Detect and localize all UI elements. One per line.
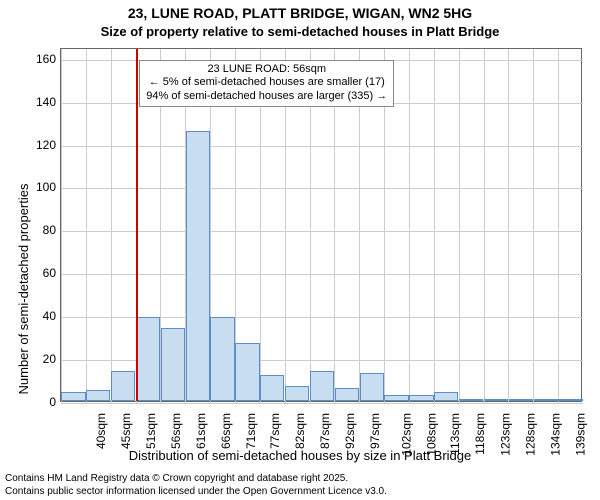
x-tick-label: 45sqm: [119, 413, 133, 449]
histogram-bar: [459, 399, 483, 401]
histogram-bar: [558, 399, 582, 401]
gridline-v: [61, 49, 62, 403]
y-tick-label: 40: [26, 309, 56, 323]
x-tick-label: 134sqm: [549, 413, 563, 456]
histogram-bar: [484, 399, 508, 401]
histogram-bar: [335, 388, 359, 401]
annotation-line-1: 23 LUNE ROAD: 56sqm: [146, 63, 387, 77]
histogram-bar: [161, 328, 185, 401]
y-tick-label: 140: [26, 95, 56, 109]
gridline-v: [409, 49, 410, 403]
gridline-v: [558, 49, 559, 403]
x-tick-label: 56sqm: [169, 413, 183, 449]
histogram-bar: [235, 343, 259, 401]
x-tick-label: 102sqm: [399, 413, 413, 456]
footer-line-1: Contains HM Land Registry data © Crown c…: [5, 473, 348, 484]
x-tick-label: 92sqm: [343, 413, 357, 449]
y-tick-label: 100: [26, 180, 56, 194]
footer-line-2: Contains public sector information licen…: [5, 486, 387, 497]
histogram-bar: [360, 373, 384, 401]
y-tick-label: 120: [26, 138, 56, 152]
y-tick-label: 160: [26, 52, 56, 66]
x-tick-label: 139sqm: [573, 413, 587, 456]
x-tick-label: 61sqm: [194, 413, 208, 449]
histogram-bar: [409, 395, 433, 401]
gridline-v: [459, 49, 460, 403]
gridline-h: [61, 274, 583, 275]
gridline-v: [434, 49, 435, 403]
x-tick-label: 118sqm: [473, 413, 487, 455]
chart-title: 23, LUNE ROAD, PLATT BRIDGE, WIGAN, WN2 …: [0, 5, 600, 21]
annotation-line-2: ← 5% of semi-detached houses are smaller…: [146, 76, 387, 90]
x-tick-label: 40sqm: [94, 413, 108, 449]
x-tick-label: 77sqm: [268, 413, 282, 449]
histogram-bar: [310, 371, 334, 401]
x-tick-label: 108sqm: [424, 413, 438, 456]
histogram-bar: [285, 386, 309, 401]
gridline-v: [533, 49, 534, 403]
histogram-bar: [384, 395, 408, 401]
x-tick-label: 66sqm: [219, 413, 233, 449]
gridline-h: [61, 231, 583, 232]
x-tick-label: 87sqm: [318, 413, 332, 449]
y-tick-label: 20: [26, 352, 56, 366]
chart-subtitle: Size of property relative to semi-detach…: [0, 24, 600, 39]
y-tick-label: 0: [26, 395, 56, 409]
histogram-bar: [434, 392, 458, 401]
histogram-bar: [136, 317, 160, 401]
gridline-h: [61, 188, 583, 189]
histogram-bar: [86, 390, 110, 401]
gridline-v: [86, 49, 87, 403]
x-tick-label: 97sqm: [368, 413, 382, 449]
histogram-bar: [111, 371, 135, 401]
marker-line: [136, 49, 138, 401]
gridline-v: [508, 49, 509, 403]
histogram-bar: [210, 317, 234, 401]
gridline-h: [61, 146, 583, 147]
chart-container: { "title": "23, LUNE ROAD, PLATT BRIDGE,…: [0, 0, 600, 500]
x-tick-label: 71sqm: [244, 413, 258, 449]
histogram-bar: [534, 399, 558, 401]
histogram-bar: [509, 399, 533, 401]
x-tick-label: 123sqm: [499, 413, 513, 456]
histogram-bar: [186, 131, 210, 401]
y-tick-label: 60: [26, 266, 56, 280]
x-tick-label: 51sqm: [144, 413, 158, 449]
gridline-v: [484, 49, 485, 403]
histogram-bar: [61, 392, 85, 401]
x-tick-label: 82sqm: [293, 413, 307, 449]
gridline-v: [111, 49, 112, 403]
annotation-line-3: 94% of semi-detached houses are larger (…: [146, 90, 387, 104]
x-tick-label: 128sqm: [524, 413, 538, 456]
plot-area: 23 LUNE ROAD: 56sqm ← 5% of semi-detache…: [60, 48, 582, 402]
gridline-h: [61, 403, 583, 404]
y-tick-label: 80: [26, 223, 56, 237]
annotation-box: 23 LUNE ROAD: 56sqm ← 5% of semi-detache…: [139, 60, 394, 107]
histogram-bar: [260, 375, 284, 401]
x-tick-label: 113sqm: [448, 413, 462, 455]
